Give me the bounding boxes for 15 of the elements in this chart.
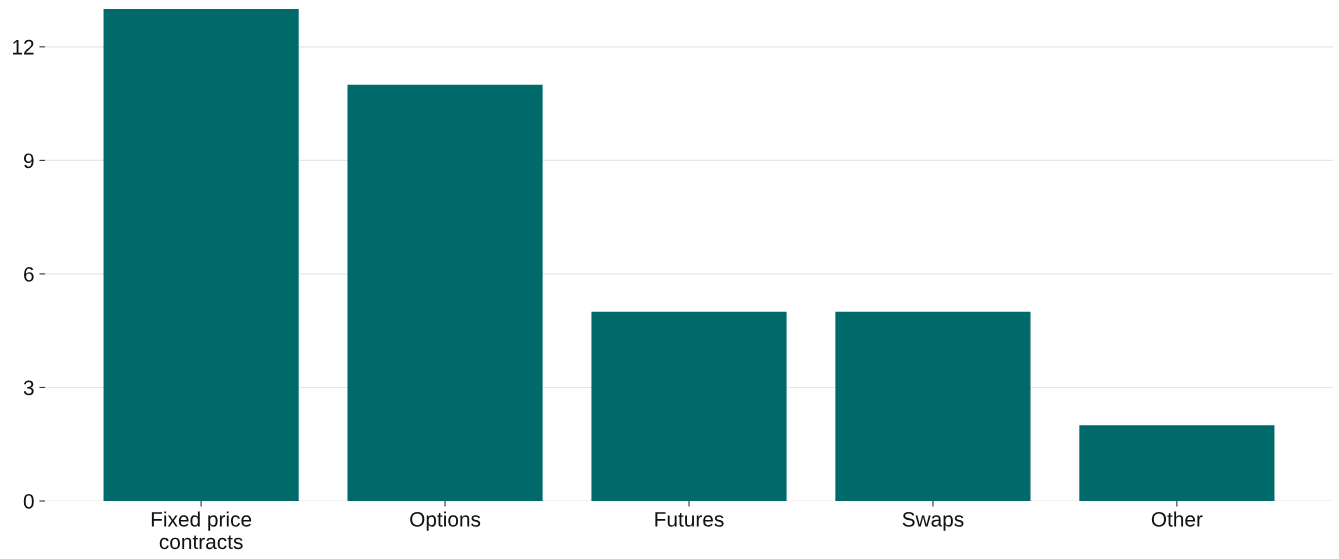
y-tick-label: 6: [24, 266, 34, 282]
y-tick-label: 3: [23, 380, 34, 396]
bar: [347, 84, 543, 501]
y-tick-label: 0: [23, 494, 34, 509]
y-tick-label: 9: [23, 153, 34, 169]
y-tick-label: 12: [13, 39, 34, 55]
bar: [1079, 425, 1275, 501]
x-tick-label: Other: [1151, 511, 1203, 527]
x-tick-label: Fixed price contracts: [151, 511, 252, 550]
x-tick-label: Swaps: [902, 511, 964, 531]
x-tick-label: Options: [410, 511, 481, 531]
bar: [835, 311, 1031, 501]
x-tick-label: Futures: [655, 512, 724, 527]
bar: [591, 311, 787, 501]
bar: [103, 9, 299, 501]
